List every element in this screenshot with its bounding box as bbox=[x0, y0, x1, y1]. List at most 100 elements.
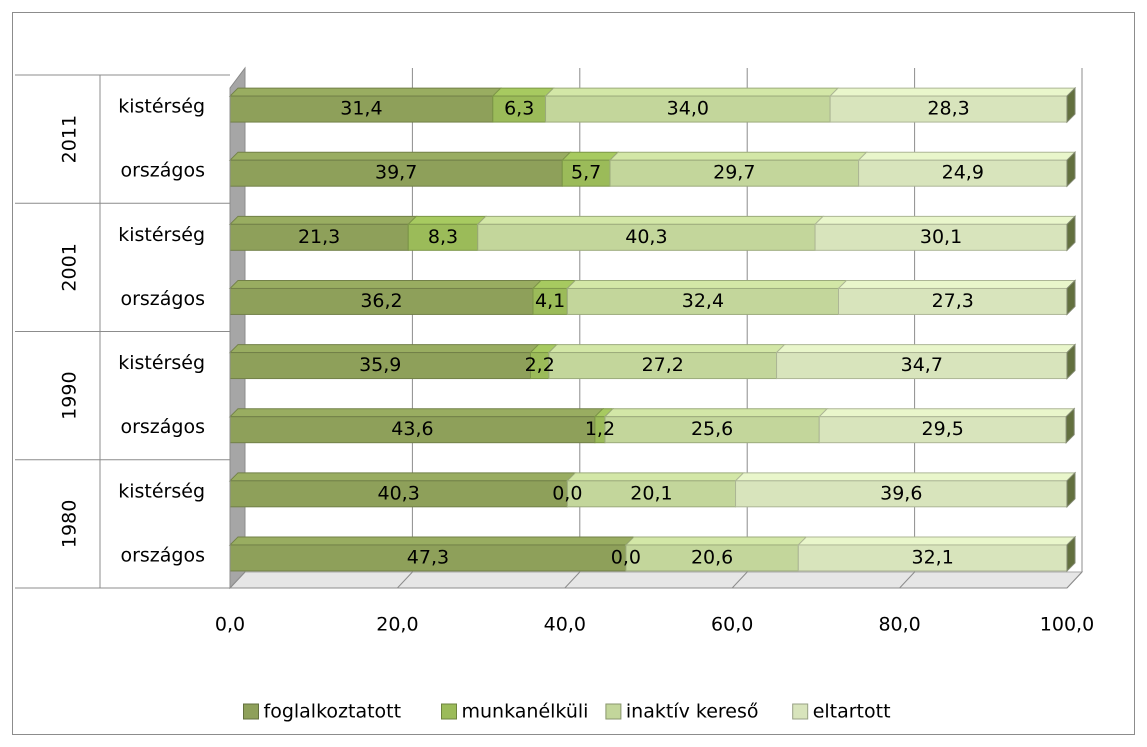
floor-grid-line bbox=[1066, 571, 1083, 589]
bar bbox=[492, 95, 547, 123]
bar bbox=[229, 480, 568, 508]
floor-grid-line bbox=[229, 571, 246, 589]
bar-end bbox=[1065, 407, 1075, 444]
floor-grid-line bbox=[899, 571, 915, 589]
bar bbox=[566, 480, 737, 508]
floor-grid-line bbox=[731, 571, 748, 589]
bar bbox=[566, 287, 839, 315]
bar-top bbox=[544, 87, 840, 97]
data-label: 21,3 bbox=[298, 226, 340, 248]
y-tick-label: országos bbox=[120, 544, 205, 566]
legend-label: inaktív kereső bbox=[626, 701, 759, 723]
bar-top bbox=[813, 215, 1077, 225]
bar bbox=[229, 287, 534, 315]
data-label: 43,6 bbox=[391, 418, 433, 440]
data-label: 30,1 bbox=[920, 226, 962, 248]
bar-top bbox=[837, 279, 1077, 289]
bar bbox=[229, 352, 531, 380]
bar-top bbox=[228, 279, 543, 289]
y-tick-label: kistérség bbox=[118, 352, 205, 374]
y-tick-label: országos bbox=[120, 288, 205, 310]
bar bbox=[407, 223, 479, 251]
bar-top bbox=[228, 472, 577, 482]
bar-top bbox=[228, 536, 636, 546]
bar-end bbox=[1066, 471, 1076, 509]
bar bbox=[604, 416, 820, 444]
data-label: 31,4 bbox=[340, 98, 382, 120]
legend-swatch bbox=[605, 703, 622, 720]
bar bbox=[229, 223, 409, 251]
y-tick-label: kistérség bbox=[118, 96, 205, 118]
data-label: 6,3 bbox=[504, 98, 534, 120]
side-wall bbox=[229, 66, 246, 590]
data-label: 4,1 bbox=[535, 290, 565, 312]
group-label: 1990 bbox=[59, 371, 81, 419]
data-label: 0,0 bbox=[552, 482, 582, 504]
data-label: 5,7 bbox=[571, 162, 601, 184]
bar-top bbox=[797, 536, 1077, 546]
bar-top bbox=[608, 151, 868, 161]
bar-top bbox=[407, 215, 487, 225]
legend-label: eltartott bbox=[813, 701, 891, 723]
bar bbox=[229, 416, 596, 444]
bar-end bbox=[1066, 343, 1076, 380]
data-label: 2,2 bbox=[525, 354, 555, 376]
bar-top bbox=[734, 472, 1077, 482]
floor bbox=[228, 571, 1084, 589]
bar-end bbox=[1066, 535, 1076, 573]
bar-top bbox=[566, 279, 848, 289]
data-label: 39,7 bbox=[375, 162, 417, 184]
data-label: 35,9 bbox=[359, 354, 401, 376]
floor-grid-line bbox=[397, 571, 413, 589]
floor-grid-line bbox=[564, 571, 581, 589]
bar-top bbox=[228, 87, 503, 97]
data-label: 47,3 bbox=[407, 546, 449, 568]
data-label: 39,6 bbox=[880, 482, 922, 504]
group-label: 2001 bbox=[59, 243, 81, 291]
bar-top bbox=[491, 87, 555, 97]
data-label: 0,0 bbox=[611, 546, 641, 568]
bar-end bbox=[1066, 215, 1076, 252]
data-label: 40,3 bbox=[377, 482, 419, 504]
data-label: 24,9 bbox=[942, 162, 984, 184]
bar-top bbox=[228, 151, 572, 161]
x-tick-label: 20,0 bbox=[376, 614, 418, 636]
data-label: 29,5 bbox=[922, 418, 964, 440]
legend-swatch bbox=[792, 703, 809, 720]
bar bbox=[829, 95, 1068, 123]
bar bbox=[797, 544, 1068, 572]
data-label: 27,3 bbox=[932, 290, 974, 312]
x-tick-label: 40,0 bbox=[544, 614, 586, 636]
data-label: 20,6 bbox=[691, 546, 733, 568]
bar bbox=[532, 287, 568, 315]
y-tick-label: országos bbox=[120, 160, 205, 182]
y-tick-label: országos bbox=[120, 416, 205, 438]
bar-top bbox=[566, 472, 745, 482]
bar-top bbox=[857, 151, 1077, 161]
bar-end bbox=[1066, 150, 1076, 188]
bar-end bbox=[1066, 86, 1076, 124]
bar-top bbox=[775, 344, 1077, 354]
bar-end bbox=[1066, 279, 1076, 316]
data-label: 1,2 bbox=[585, 418, 615, 440]
data-label: 27,2 bbox=[642, 354, 684, 376]
data-label: 32,4 bbox=[682, 290, 724, 312]
bar-top bbox=[818, 408, 1076, 418]
legend-label: munkanélküli bbox=[462, 701, 589, 723]
group-label: 2011 bbox=[59, 115, 81, 163]
x-tick-label: 80,0 bbox=[878, 614, 920, 636]
data-label: 29,7 bbox=[713, 162, 755, 184]
bar-top bbox=[228, 344, 540, 354]
back-wall bbox=[230, 68, 1082, 572]
bar-top bbox=[828, 87, 1077, 97]
bar bbox=[548, 352, 778, 380]
data-label: 36,2 bbox=[360, 290, 402, 312]
bar-top bbox=[228, 215, 418, 225]
bar bbox=[609, 159, 860, 187]
x-tick-label: 0,0 bbox=[215, 614, 245, 636]
bar bbox=[625, 544, 799, 572]
bar bbox=[837, 287, 1068, 315]
bar-top bbox=[561, 151, 620, 161]
data-label: 34,0 bbox=[667, 98, 709, 120]
